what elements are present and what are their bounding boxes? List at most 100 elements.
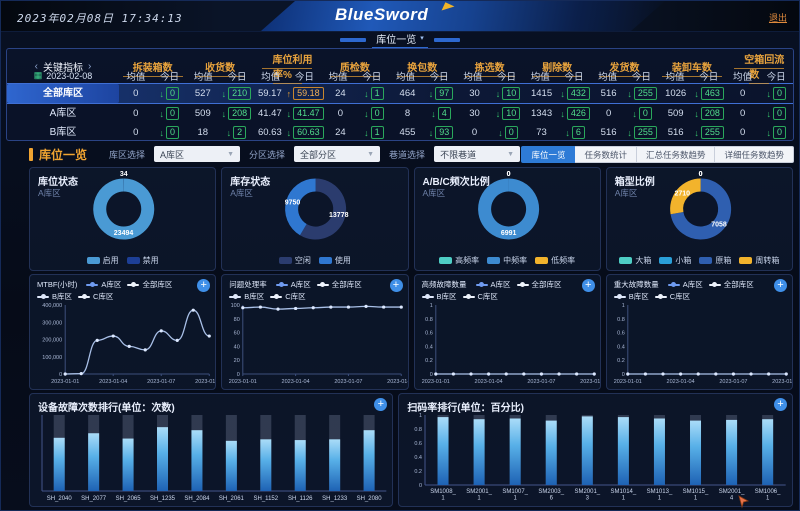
kpi-subcol-label: 今日 [160, 71, 180, 83]
svg-text:2023-01-04: 2023-01-04 [282, 379, 310, 385]
kpi-today-value: ↓ 0 [491, 126, 525, 139]
kpi-avg-value: 1026 [665, 88, 687, 99]
legend-item[interactable]: 启用 [86, 255, 119, 266]
kpi-column-header: 发货数 [591, 59, 658, 77]
legend-item[interactable]: 使用 [318, 255, 351, 266]
brand-logo: BlueSword [335, 5, 429, 24]
legend-item[interactable]: 全部库区 [708, 279, 754, 290]
legend-item[interactable]: B库区 [37, 291, 72, 302]
legend-item[interactable]: 全部库区 [316, 279, 362, 290]
legend-item[interactable]: 空闲 [278, 255, 311, 266]
legend-item[interactable]: 大箱 [619, 255, 651, 266]
kpi-today-value: ↓ 0 [153, 107, 187, 120]
kpi-today-value: ↓ 4 [424, 107, 458, 120]
view-button-2[interactable]: 汇总任务数趋势 [636, 145, 716, 163]
expand-button[interactable]: + [389, 279, 403, 292]
legend-item[interactable]: A库区 [667, 279, 703, 290]
kpi-row-name[interactable]: A库区 [49, 108, 77, 119]
legend-item[interactable]: 小箱 [659, 255, 691, 266]
kpi-table: ‹ 关键指标 › 拆装箱数 收货数 库位利用率% 质检数 换包数 拣选数 剔除数 发货数 装卸车数 空箱… [6, 48, 794, 141]
svg-text:2023-01-01: 2023-01-01 [51, 379, 79, 385]
legend-swatch [619, 257, 633, 264]
svg-text:0: 0 [506, 171, 510, 178]
expand-button[interactable]: + [581, 279, 595, 292]
legend-item[interactable]: C库区 [654, 291, 690, 302]
filter-label-2: 巷道选择 [389, 149, 426, 160]
kpi-row[interactable]: A库区 0 ↓ 0 509 ↓ 208 41.47 ↓ 41.47 0 ↓ 0 8 ↓ 4 30 ↓ 10 1343 ↓… [7, 104, 793, 123]
kpi-today-value: ↓ 93 [424, 126, 458, 139]
legend-item[interactable]: B库区 [613, 291, 649, 302]
expand-button[interactable]: + [774, 279, 787, 292]
legend-item[interactable]: 全部库区 [516, 279, 562, 290]
kpi-row-name[interactable]: B库区 [49, 127, 77, 138]
filter-select-2[interactable]: 不限巷道 ▼ [434, 146, 521, 162]
line-chart-row: MTBF(小时) A库区 全部库区 B库区 C库区 +0 100,000 200,000 300… [29, 274, 793, 390]
legend-item[interactable]: 原箱 [699, 255, 731, 266]
legend-item[interactable]: 中频率 [487, 255, 527, 266]
legend-item[interactable]: A库区 [86, 279, 121, 290]
legend-item[interactable]: B库区 [421, 291, 457, 302]
prev-icon[interactable]: ‹ [34, 60, 38, 72]
arrow-down-icon: ↓ [766, 127, 771, 138]
next-icon[interactable]: › [88, 60, 92, 72]
filter-select-1[interactable]: 全部分区 ▼ [294, 146, 381, 162]
kpi-column-label: 剔除数 [532, 62, 583, 77]
view-button-1[interactable]: 任务数统计 [575, 145, 637, 163]
kpi-column-label: 质检数 [329, 62, 380, 77]
kpi-row-name[interactable]: 全部库区 [7, 84, 119, 103]
arrow-down-icon: ↓ [495, 108, 501, 119]
legend-item[interactable]: C库区 [78, 291, 113, 302]
arrow-down-icon: ↓ [560, 88, 565, 99]
legend-item[interactable]: A库区 [475, 279, 511, 290]
expand-button[interactable]: + [374, 398, 388, 411]
legend-item[interactable]: 高频率 [439, 255, 479, 266]
legend-item[interactable]: C库区 [270, 291, 306, 302]
legend-item[interactable]: 禁用 [126, 255, 159, 266]
view-tab-strip: 库位一览 ▾ [1, 31, 799, 49]
svg-text:SH_1152: SH_1152 [254, 496, 279, 502]
tab-location-overview[interactable]: 库位一览 ▾ [372, 31, 428, 49]
legend-label: B库区 [628, 292, 649, 301]
kpi-today-value: ↓ 426 [558, 107, 592, 120]
expand-button[interactable]: + [774, 398, 787, 411]
legend-item[interactable]: B库区 [229, 291, 264, 302]
legend-item[interactable]: 全部库区 [127, 279, 172, 290]
expand-button[interactable]: + [197, 279, 211, 292]
legend-dot [81, 294, 87, 299]
kpi-today-value: ↓ 97 [424, 87, 458, 100]
legend-dot [617, 294, 623, 299]
legend-label: C库区 [285, 292, 306, 301]
kpi-row[interactable]: B库区 0 ↓ 0 18 ↓ 2 60.63 ↓ 60.63 24 ↓ 1 455 ↓ 93 0 ↓ 0 73 ↓ 6 51… [7, 123, 793, 142]
kpi-today-badge: 4 [437, 107, 451, 120]
tab-decor-line [433, 37, 460, 42]
svg-text:2023-01-07: 2023-01-07 [719, 379, 747, 385]
view-switch-buttons: 库位一览 任务数统计 汇总任务数趋势 详细任务数趋势 [521, 145, 794, 163]
legend-label: 高频率 [455, 256, 480, 265]
kpi-today-badge: 0 [370, 107, 384, 120]
kpi-column-header: 剔除数 [523, 59, 590, 77]
chart-title: 箱型比例 [614, 177, 655, 188]
filter-select-0[interactable]: A库区 ▼ [154, 146, 241, 162]
kpi-date[interactable]: ▦ 2023-02-08 [7, 70, 119, 81]
svg-text:SM1015_1: SM1015_ 1 [683, 489, 709, 502]
kpi-today-badge: 0 [504, 126, 518, 139]
legend-item[interactable]: C库区 [462, 291, 498, 302]
legend-dot [520, 282, 526, 287]
kpi-avg-value: 0 [740, 127, 746, 138]
kpi-avg-value: 0 [471, 127, 478, 138]
arrow-down-icon: ↓ [627, 88, 632, 99]
kpi-today-badge: 97 [435, 87, 454, 100]
legend-item[interactable]: A库区 [275, 279, 311, 290]
legend-item[interactable]: 低频率 [535, 255, 575, 266]
kpi-today-value: ↓ 1 [357, 126, 391, 139]
kpi-avg-value: 41.47 [257, 108, 282, 119]
view-button-0[interactable]: 库位一览 [521, 145, 576, 163]
svg-text:SH_1126: SH_1126 [288, 496, 313, 502]
legend-label: 周转箱 [755, 256, 780, 265]
legend-label: 禁用 [142, 256, 159, 265]
kpi-row[interactable]: 全部库区 0 ↓ 0 527 ↓ 210 59.17 ↑ 59.18 24 ↓ 1 464 ↓ 97 30 ↓ 10… [7, 83, 793, 104]
logout-link[interactable]: 退出 [768, 13, 787, 23]
legend-label: C库区 [93, 292, 114, 301]
legend-item[interactable]: 周转箱 [739, 255, 779, 266]
view-button-3[interactable]: 详细任务数趋势 [715, 145, 794, 163]
